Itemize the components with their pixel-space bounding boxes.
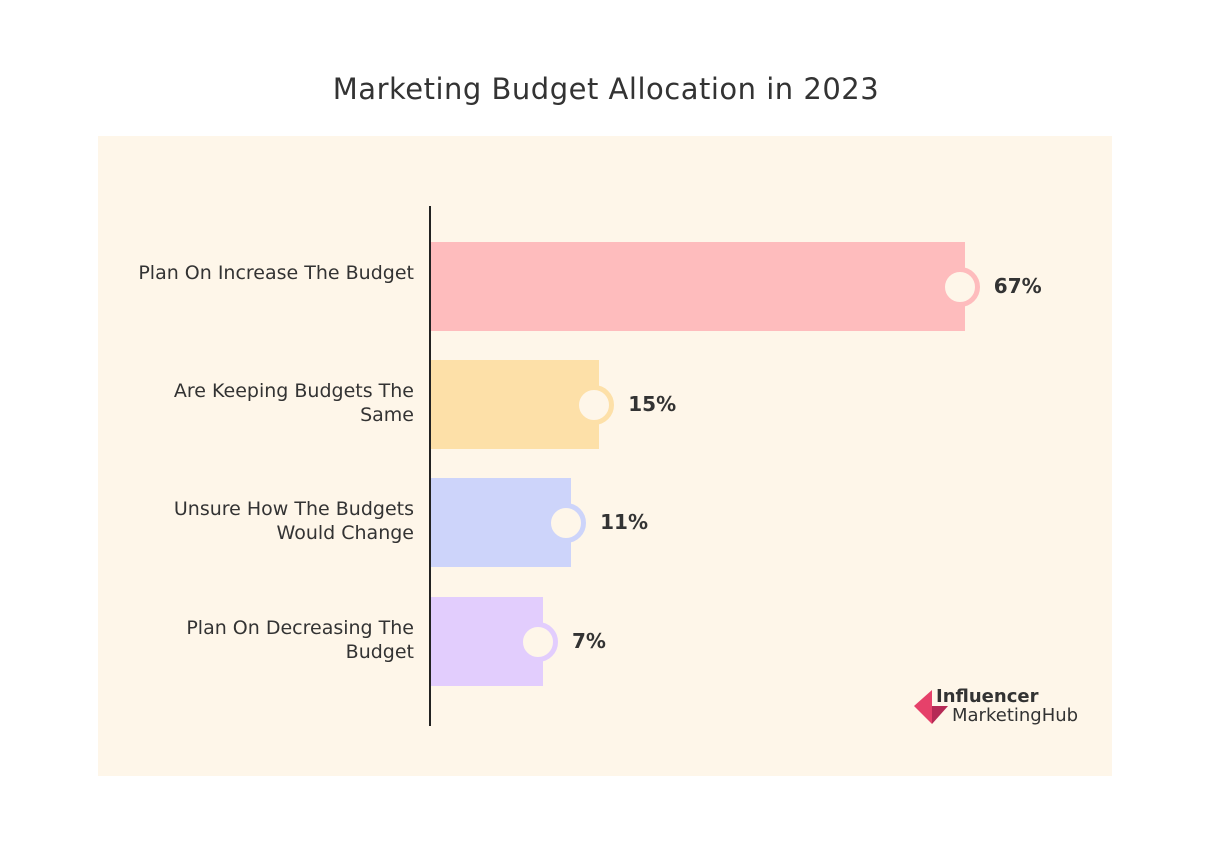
category-label-1: Are Keeping Budgets The Same: [173, 380, 414, 426]
chart-title: Marketing Budget Allocation in 2023: [332, 72, 880, 106]
category-label-2: Unsure How The Budgets Would Change: [173, 498, 414, 544]
bar-end-marker-0: [939, 267, 980, 307]
chart-panel: [98, 136, 1112, 776]
category-label-0: Plan On Increase The Budget: [138, 262, 414, 284]
value-label-0: 67%: [993, 274, 1042, 298]
value-label-2: 11%: [600, 510, 648, 534]
bar-0: [431, 242, 965, 331]
value-label-3: 7%: [572, 629, 606, 653]
y-axis-line: [429, 206, 431, 726]
logo-icon: [914, 690, 948, 724]
logo-text-line1: Influencer: [936, 686, 1039, 707]
value-label-1: 15%: [628, 392, 677, 416]
bar-1: [431, 360, 600, 449]
bar-end-marker-1: [574, 385, 615, 425]
bar-end-marker-2: [546, 503, 587, 543]
category-label-3: Plan On Decreasing The Budget: [186, 617, 414, 663]
bar-end-marker-3: [518, 622, 558, 662]
logo-text-line2: MarketingHub: [952, 705, 1079, 726]
